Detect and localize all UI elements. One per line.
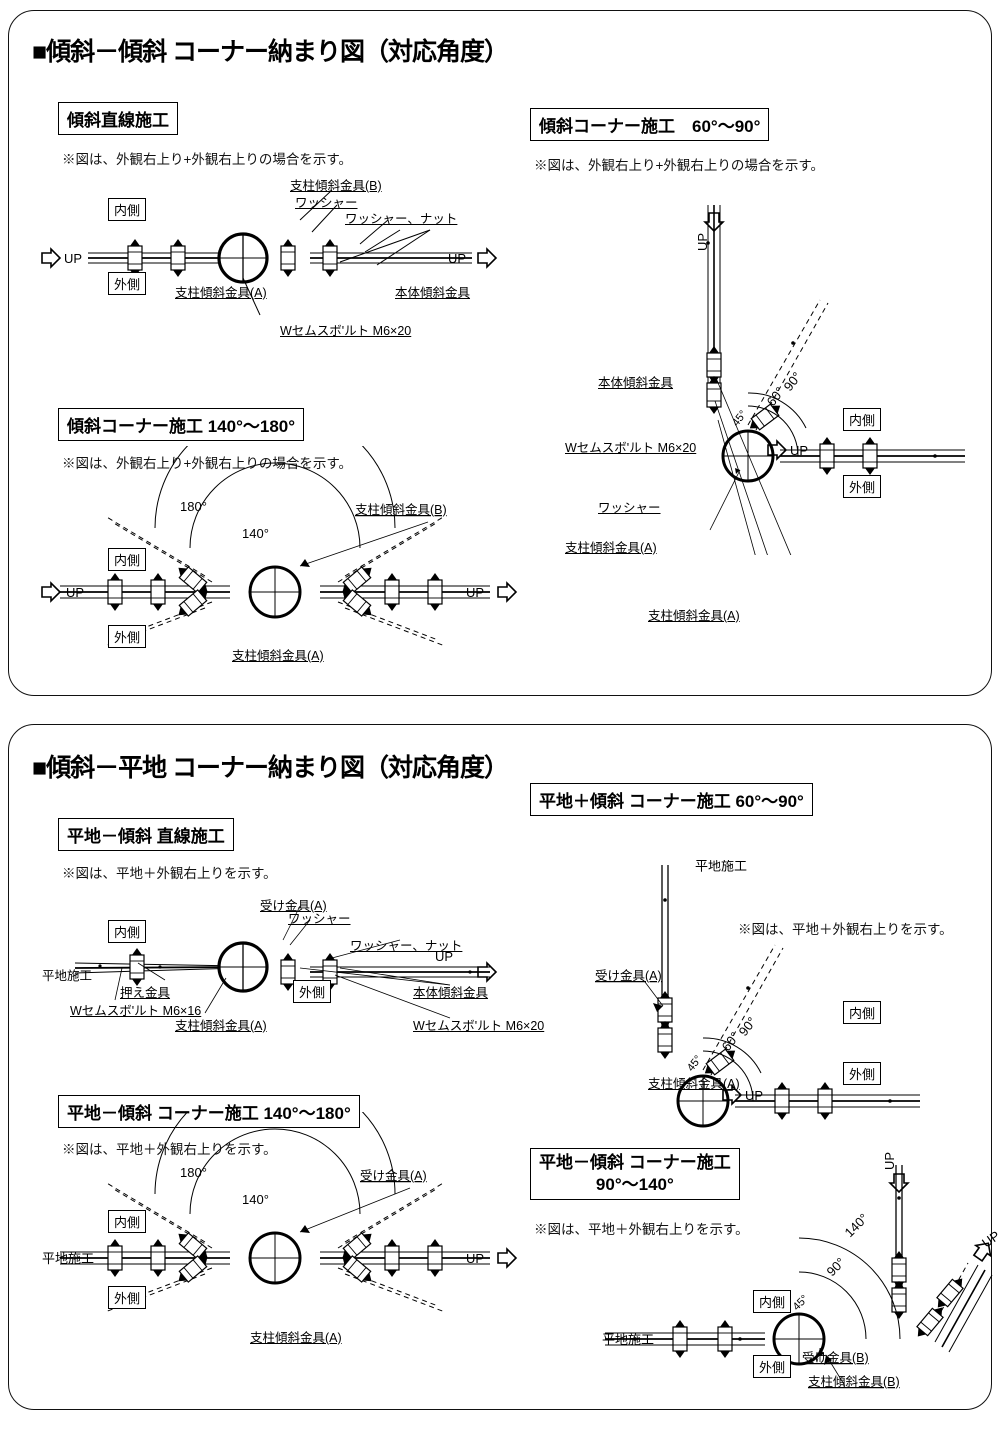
svg-text:90°: 90° bbox=[824, 1255, 849, 1280]
svg-text:UP: UP bbox=[882, 1152, 897, 1170]
svg-text:140°: 140° bbox=[242, 1192, 269, 1207]
svg-text:180°: 180° bbox=[180, 499, 207, 514]
svg-text:受け金具(A): 受け金具(A) bbox=[360, 1168, 427, 1183]
svg-text:90°: 90° bbox=[781, 369, 805, 394]
svg-text:支柱傾斜金具(B): 支柱傾斜金具(B) bbox=[355, 502, 447, 517]
svg-text:UP: UP bbox=[66, 585, 84, 600]
svg-text:支柱傾斜金具(B): 支柱傾斜金具(B) bbox=[808, 1374, 900, 1389]
svg-text:UP: UP bbox=[979, 1228, 1000, 1251]
svg-text:UP: UP bbox=[64, 251, 82, 266]
svg-text:UP: UP bbox=[745, 1088, 763, 1103]
svg-text:受け金具(B): 受け金具(B) bbox=[802, 1350, 869, 1365]
svg-text:平地施工: 平地施工 bbox=[695, 860, 747, 874]
svg-text:45°: 45° bbox=[791, 1293, 811, 1313]
svg-text:UP: UP bbox=[466, 585, 484, 600]
svg-text:90°: 90° bbox=[736, 1014, 760, 1039]
svg-text:UP: UP bbox=[695, 233, 710, 251]
svg-text:45°: 45° bbox=[685, 1053, 705, 1074]
svg-text:UP: UP bbox=[790, 443, 808, 458]
svg-text:平地施工: 平地施工 bbox=[602, 1332, 654, 1347]
svg-text:180°: 180° bbox=[180, 1165, 207, 1180]
svg-text:平地施工: 平地施工 bbox=[42, 1251, 94, 1266]
svg-text:UP: UP bbox=[466, 1251, 484, 1266]
svg-text:UP: UP bbox=[448, 251, 466, 266]
svg-text:140°: 140° bbox=[842, 1211, 872, 1241]
svg-text:140°: 140° bbox=[242, 526, 269, 541]
svg-text:受け金具(A): 受け金具(A) bbox=[595, 968, 662, 983]
